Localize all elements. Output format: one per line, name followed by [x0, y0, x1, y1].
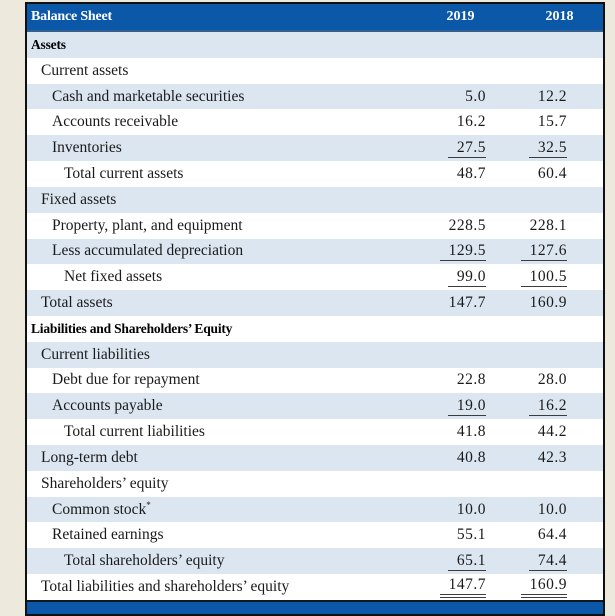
row-label: Retained earnings [52, 526, 164, 544]
table-row: Net fixed assets 99.0 100.5 [27, 264, 603, 290]
value-2018: 100.5 [486, 268, 571, 287]
value-2019: 65.1 [401, 552, 486, 571]
value-2019: 27.5 [401, 139, 486, 158]
value-2019: 41.8 [456, 423, 486, 441]
table-row: Cash and marketable securities 5.0 12.2 [27, 83, 603, 110]
column-header-2019: 2019 [446, 9, 475, 24]
value-2019: 19.0 [401, 397, 486, 416]
value-2019: 22.8 [456, 371, 486, 389]
value-2019: 48.7 [456, 164, 486, 182]
value-2019: 99.0 [401, 268, 486, 287]
row-label: Total current liabilities [64, 423, 205, 441]
footnote-marker: * [146, 499, 151, 510]
row-label: Total current assets [64, 164, 184, 182]
value-2018: 44.2 [537, 423, 567, 441]
table-row: Total assets 147.7 160.9 [27, 290, 603, 316]
table-row: Shareholders’ equity [27, 471, 603, 497]
row-label: Common stock* [52, 499, 151, 519]
table-row: Current assets [27, 58, 603, 84]
table-row: Accounts receivable 16.2 15.7 [27, 109, 603, 135]
value-2018: 28.0 [537, 371, 567, 389]
row-label: Accounts receivable [52, 113, 179, 131]
table-row: Accounts payable 19.0 16.2 [27, 393, 603, 420]
row-label: Total assets [41, 294, 113, 312]
table-row: Common stock* 10.0 10.0 [27, 496, 603, 523]
balance-sheet-table: Balance Sheet 2019 2018 Assets Current as… [25, 2, 605, 616]
value-2019-underlined: 27.5 [447, 139, 486, 158]
table-row: Property, plant, and equipment 228.5 228.1 [27, 213, 603, 239]
row-label: Shareholders’ equity [41, 474, 169, 492]
table-row: Liabilities and Shareholders’ Equity [27, 316, 603, 342]
table-row: Total shareholders’ equity 65.1 74.4 [27, 548, 603, 575]
table-row: Less accumulated depreciation 129.5 127.6 [27, 238, 603, 265]
footer-bar [27, 600, 603, 614]
value-2018: 127.6 [486, 242, 571, 261]
value-2018: 10.0 [537, 500, 567, 518]
value-2018-underlined: 127.6 [520, 242, 567, 261]
table-body: Assets Current assets Cash and marketable … [27, 32, 603, 600]
value-2018-underlined: 16.2 [528, 397, 567, 416]
value-2018: 74.4 [486, 552, 571, 571]
row-label: Assets [31, 36, 66, 52]
table-row: Fixed assets [27, 186, 603, 213]
value-2019: 16.2 [456, 113, 486, 131]
value-2018: 228.1 [529, 216, 567, 234]
value-2018-underlined: 74.4 [528, 552, 567, 571]
value-2018: 16.2 [486, 397, 571, 416]
row-label: Total liabilities and shareholders’ equi… [41, 577, 290, 595]
table-row: Total current assets 48.7 60.4 [27, 161, 603, 187]
row-label: Current assets [41, 61, 129, 79]
value-2019: 228.5 [448, 216, 486, 234]
row-label: Debt due for repayment [52, 371, 200, 389]
table-row: Inventories 27.5 32.5 [27, 135, 603, 162]
table-header-row: Balance Sheet 2019 2018 [27, 4, 603, 32]
row-label: Cash and marketable securities [52, 87, 245, 105]
value-2019: 40.8 [456, 448, 486, 466]
table-row: Current liabilities [27, 341, 603, 368]
value-2019: 129.5 [401, 242, 486, 261]
value-2019: 147.7 [448, 294, 486, 312]
value-2018: 160.9 [486, 576, 571, 598]
value-2019: 10.0 [456, 500, 486, 518]
value-2018-underlined: 160.9 [520, 576, 567, 598]
table-row: Debt due for repayment 22.8 28.0 [27, 368, 603, 394]
row-label: Inventories [52, 139, 122, 157]
value-2019-underlined: 129.5 [439, 242, 486, 261]
row-label: Accounts payable [52, 397, 163, 415]
value-2019: 5.0 [465, 87, 486, 105]
value-2018-underlined: 100.5 [520, 268, 567, 287]
value-2018: 15.7 [537, 113, 567, 131]
row-label: Current liabilities [41, 345, 150, 363]
value-2018: 160.9 [529, 294, 567, 312]
value-2019-underlined: 147.7 [439, 576, 486, 598]
table-title: Balance Sheet [31, 9, 113, 24]
table-row: Retained earnings 55.1 64.4 [27, 522, 603, 548]
row-label: Total shareholders’ equity [64, 552, 225, 570]
row-label: Liabilities and Shareholders’ Equity [31, 320, 233, 336]
row-label: Property, plant, and equipment [52, 216, 243, 234]
value-2018: 42.3 [537, 448, 567, 466]
column-header-2018: 2018 [545, 9, 574, 24]
row-label: Fixed assets [41, 190, 117, 208]
value-2018-underlined: 32.5 [528, 139, 567, 158]
value-2018: 60.4 [537, 164, 567, 182]
value-2019-underlined: 19.0 [447, 397, 486, 416]
table-row: Long-term debt 40.8 42.3 [27, 445, 603, 471]
value-2019-underlined: 65.1 [447, 552, 486, 571]
row-label: Net fixed assets [64, 268, 163, 286]
table-row: Total current liabilities 41.8 44.2 [27, 419, 603, 445]
value-2018: 12.2 [537, 87, 567, 105]
value-2018: 64.4 [537, 526, 567, 544]
table-row: Total liabilities and shareholders’ equi… [27, 574, 603, 600]
value-2019: 55.1 [456, 526, 486, 544]
value-2019-underlined: 99.0 [447, 268, 486, 287]
row-label: Less accumulated depreciation [52, 242, 244, 260]
table-row: Assets [27, 32, 603, 58]
value-2018: 32.5 [486, 139, 571, 158]
row-label: Long-term debt [41, 448, 138, 466]
value-2019: 147.7 [401, 576, 486, 598]
